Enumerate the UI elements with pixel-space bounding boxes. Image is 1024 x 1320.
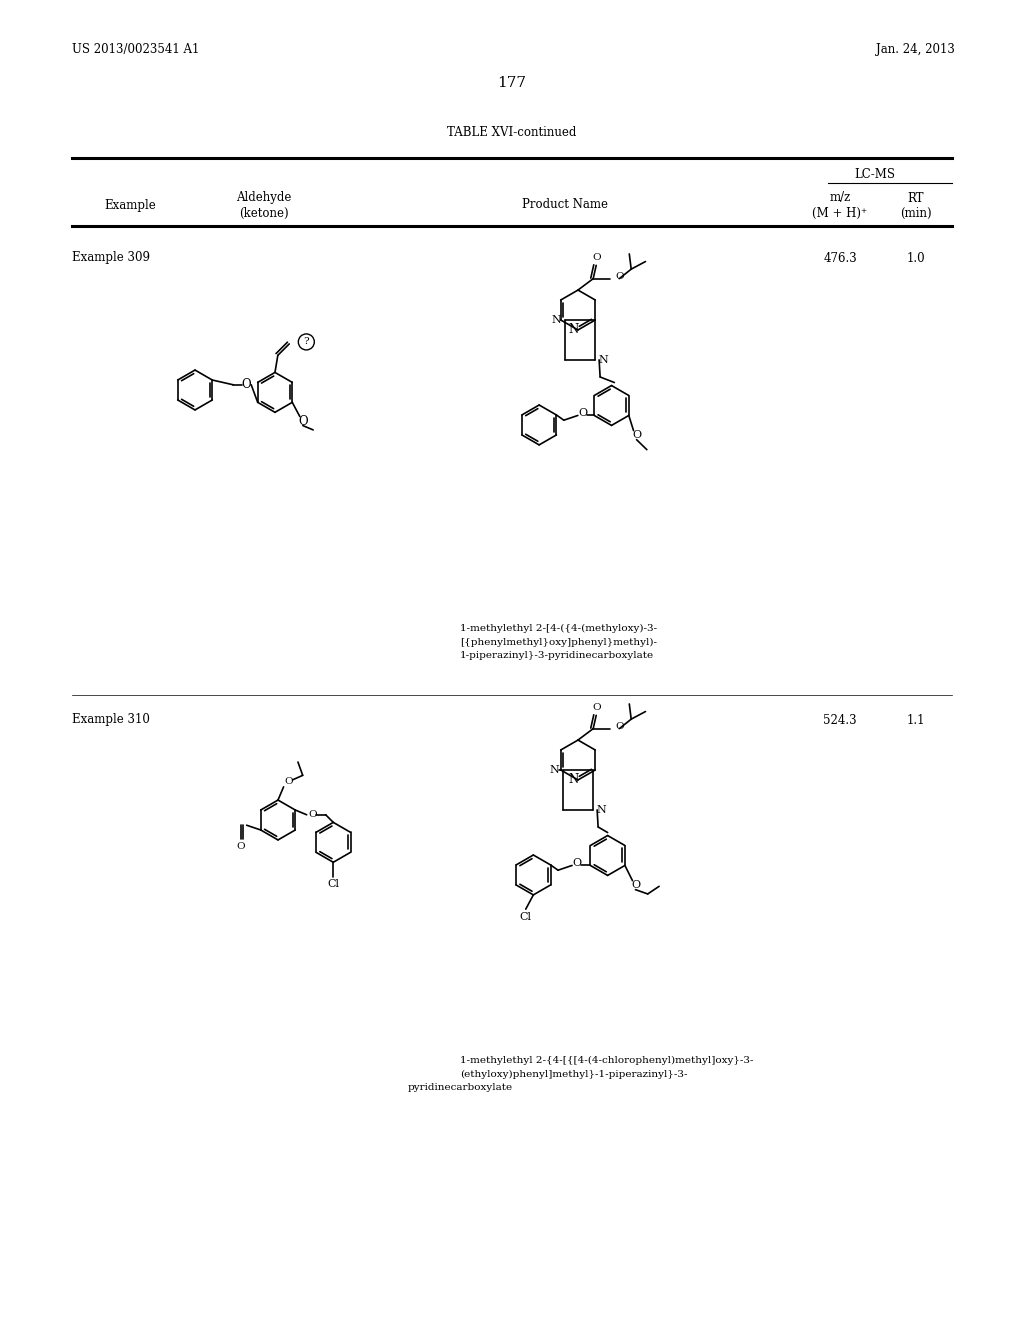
Text: Cl: Cl [520,912,531,921]
Text: O: O [572,858,582,869]
Text: m/z: m/z [829,191,851,205]
Text: (ketone): (ketone) [240,206,289,219]
Text: ?: ? [303,338,309,346]
Text: N: N [598,355,608,364]
Text: 1-methylethyl 2-[4-({4-(methyloxy)-3-: 1-methylethyl 2-[4-({4-(methyloxy)-3- [460,623,657,632]
Text: 1-piperazinyl}-3-pyridinecarboxylate: 1-piperazinyl}-3-pyridinecarboxylate [460,652,654,660]
Text: 1.0: 1.0 [906,252,926,264]
Text: Example 309: Example 309 [72,252,150,264]
Text: O: O [579,408,588,418]
Text: O: O [592,704,600,713]
Text: O: O [308,810,316,820]
Text: 524.3: 524.3 [823,714,857,726]
Text: Product Name: Product Name [522,198,608,211]
Text: (ethyloxy)phenyl]methyl}-1-piperazinyl}-3-: (ethyloxy)phenyl]methyl}-1-piperazinyl}-… [460,1069,687,1078]
Text: O: O [298,414,307,428]
Text: TABLE XVI-continued: TABLE XVI-continued [447,125,577,139]
Text: O: O [631,879,640,890]
Text: O: O [632,429,641,440]
Text: N: N [569,323,580,337]
Text: O: O [285,777,293,787]
Text: N: N [596,805,606,814]
Text: N: N [552,315,561,325]
Text: [{phenylmethyl}oxy]phenyl}methyl)-: [{phenylmethyl}oxy]phenyl}methyl)- [460,638,657,647]
Text: N: N [569,774,580,787]
Text: 1-methylethyl 2-{4-[{[4-(4-chlorophenyl)methyl]oxy}-3-: 1-methylethyl 2-{4-[{[4-(4-chlorophenyl)… [460,1056,754,1064]
Text: Aldehyde: Aldehyde [237,191,292,205]
Text: LC-MS: LC-MS [854,169,896,181]
Text: O: O [592,253,600,263]
Text: 476.3: 476.3 [823,252,857,264]
Text: Example 310: Example 310 [72,714,150,726]
Text: 177: 177 [498,77,526,90]
Text: N: N [550,766,559,775]
Text: (M + H)⁺: (M + H)⁺ [812,206,867,219]
Text: O: O [242,379,251,391]
Text: O: O [615,272,624,281]
Text: RT: RT [907,191,925,205]
Text: (min): (min) [900,206,932,219]
Text: Cl: Cl [328,879,339,890]
Text: US 2013/0023541 A1: US 2013/0023541 A1 [72,44,200,57]
Text: 1.1: 1.1 [906,714,926,726]
Text: O: O [237,842,245,850]
Text: pyridinecarboxylate: pyridinecarboxylate [408,1084,513,1093]
Text: Example: Example [104,198,156,211]
Text: Jan. 24, 2013: Jan. 24, 2013 [877,44,955,57]
Text: O: O [615,722,624,731]
